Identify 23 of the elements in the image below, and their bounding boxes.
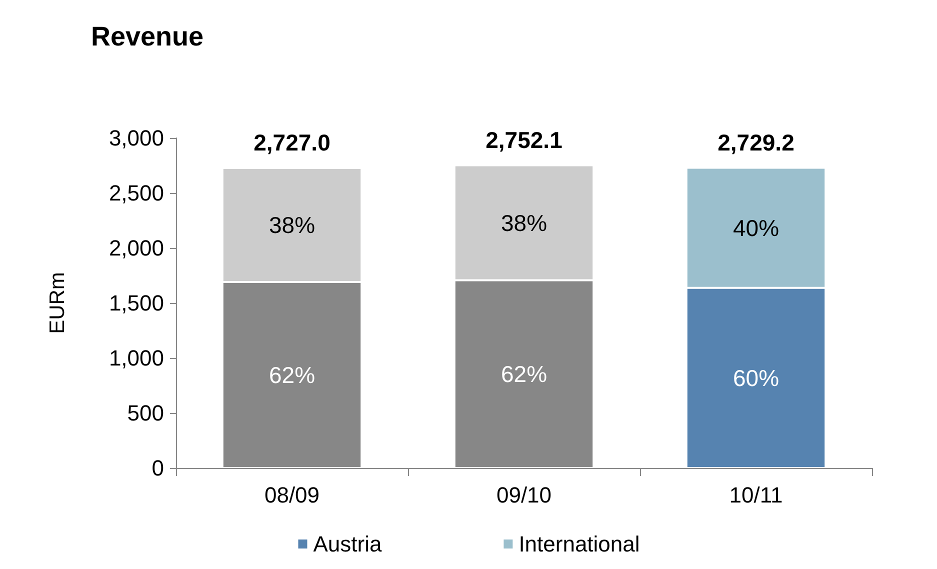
annotation: 60% — [732, 364, 780, 391]
annotation: 62% — [500, 361, 548, 388]
total-label: 2,727.0 — [254, 130, 330, 156]
y-tick-label: 2,500 — [108, 180, 164, 206]
y-axis-title: EURm — [46, 272, 69, 334]
x-tick-label: 10/11 — [729, 482, 783, 508]
y-tick-label: 500 — [127, 400, 164, 426]
annotation: 38% — [268, 212, 316, 238]
legend-label: International — [518, 532, 640, 556]
total-label: 2,729.2 — [718, 129, 794, 156]
y-tick-label: 1,500 — [108, 290, 164, 316]
total-label: 2,752.1 — [486, 126, 563, 153]
x-tick-label: 08/09 — [264, 482, 320, 508]
legend-label: Austria — [313, 532, 382, 556]
y-tick-label: 3,000 — [108, 126, 164, 150]
y-tick-label: 2,000 — [108, 236, 164, 260]
y-tick-label: 0 — [152, 456, 164, 480]
y-tick-label: 1,000 — [108, 346, 164, 370]
annotation: 38% — [500, 210, 548, 236]
chart-title: Revenue — [91, 22, 204, 52]
annotation: 62% — [268, 362, 316, 388]
annotation: 40% — [732, 214, 780, 241]
x-tick-label: 09/10 — [496, 482, 552, 508]
